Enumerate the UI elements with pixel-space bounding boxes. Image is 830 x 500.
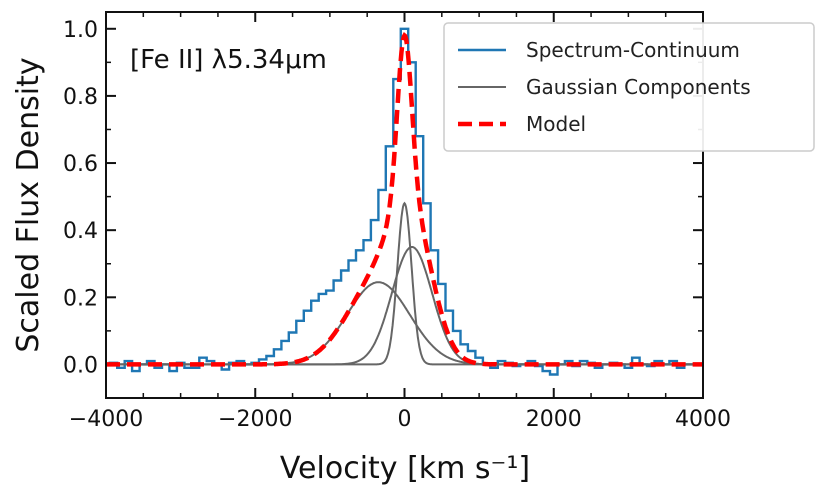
chart-annotation: [Fe II] λ5.34μm	[130, 45, 327, 75]
y-tick-label: 1.0	[63, 18, 98, 43]
x-tick-label: −2000	[218, 407, 292, 432]
x-tick-label: 0	[398, 407, 412, 432]
y-tick-label: 0.4	[63, 219, 98, 244]
gaussian-component-line	[106, 201, 703, 366]
gaussian-component-line	[106, 281, 703, 366]
legend: Spectrum-Continuum Gaussian Components M…	[443, 22, 815, 152]
series-gaussian-components	[106, 201, 703, 366]
y-tick-label: 0.2	[63, 286, 98, 311]
y-axis-label: Scaled Flux Density	[11, 57, 46, 352]
x-tick-label: −4000	[69, 407, 143, 432]
y-tick-label: 0.8	[63, 85, 98, 110]
x-tick-label: 2000	[526, 407, 582, 432]
legend-frame	[443, 22, 815, 152]
series-model	[106, 31, 703, 367]
series-spectrum-continuum	[106, 27, 703, 376]
x-axis-ticks: −4000 −2000 0 2000 4000	[69, 12, 731, 432]
plot-area	[106, 27, 703, 376]
x-tick-label: 4000	[675, 407, 731, 432]
legend-label-model: Model	[526, 112, 586, 136]
y-tick-label: 0.6	[63, 152, 98, 177]
x-axis-label: Velocity [km s⁻¹]	[280, 451, 530, 486]
y-tick-label: 0.0	[63, 353, 98, 378]
legend-label-spectrum: Spectrum-Continuum	[526, 38, 740, 62]
legend-label-components: Gaussian Components	[526, 75, 751, 99]
plot-frame	[105, 11, 704, 399]
